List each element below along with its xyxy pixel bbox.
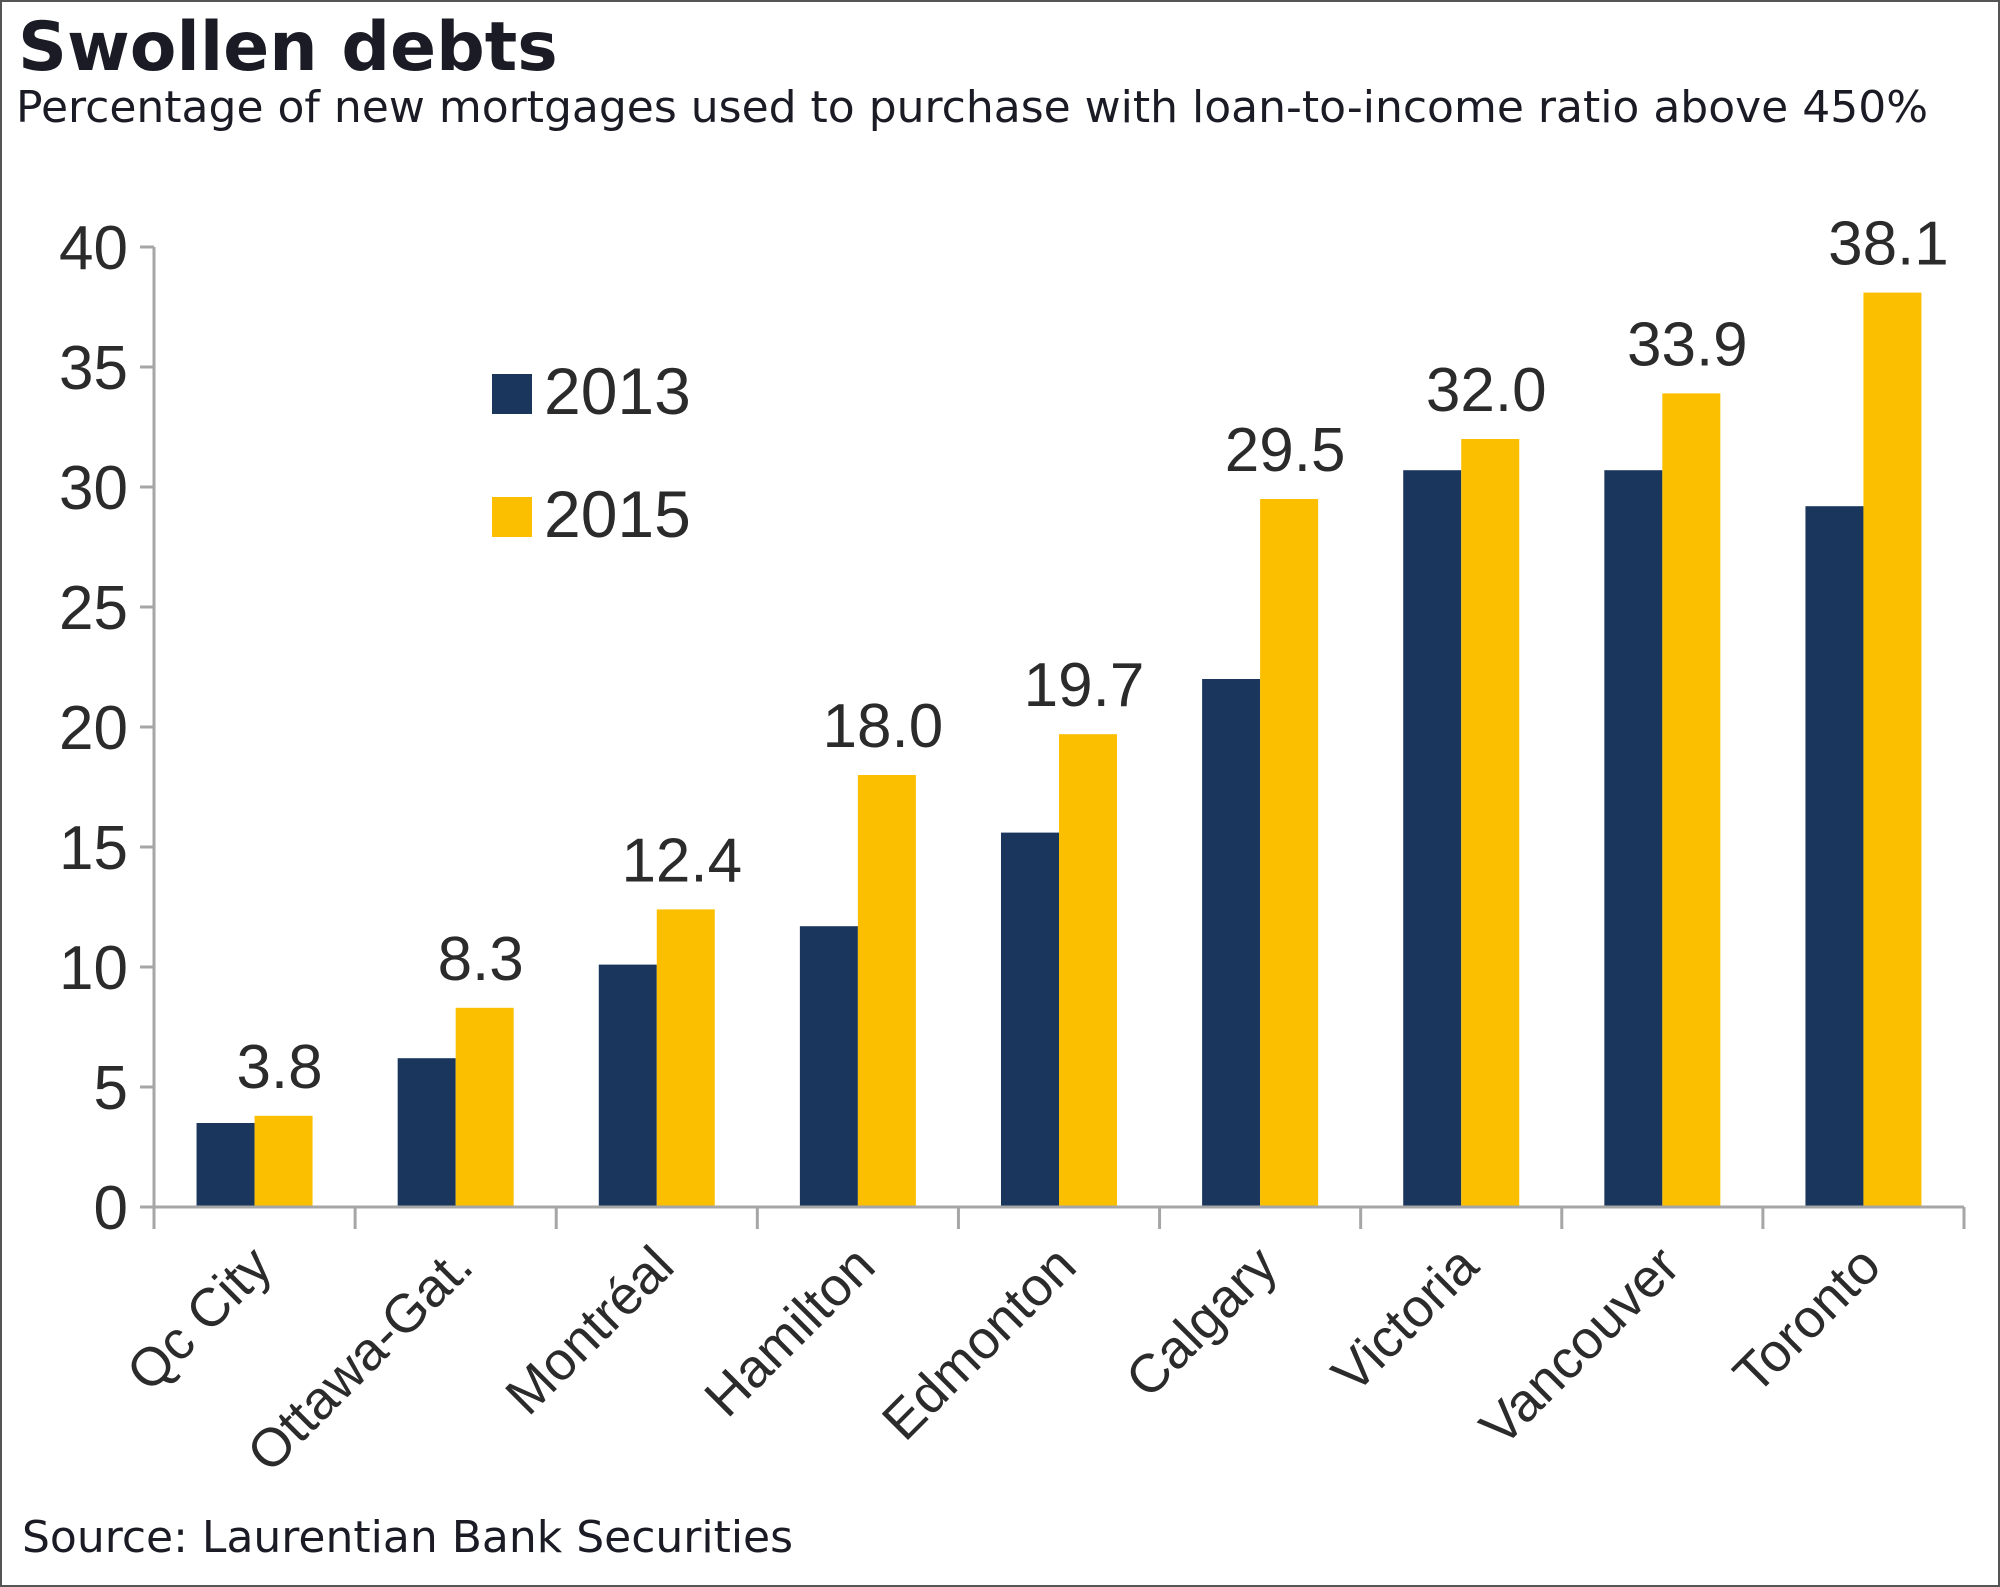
y-tick-label: 40 xyxy=(59,214,128,283)
bar-2013 xyxy=(1805,506,1864,1207)
bars-group xyxy=(196,292,1922,1208)
data-label: 8.3 xyxy=(438,925,524,994)
bar-2015 xyxy=(1461,439,1520,1207)
data-label: 29.5 xyxy=(1225,416,1346,485)
bar-2013 xyxy=(196,1123,255,1207)
bar-2013 xyxy=(598,964,657,1207)
chart-title: Swollen debts xyxy=(18,8,558,87)
bar-2013 xyxy=(1403,470,1462,1207)
bar-2013 xyxy=(1001,832,1059,1207)
y-tick-label: 35 xyxy=(59,334,128,403)
source-note: Source: Laurentian Bank Securities xyxy=(22,1512,794,1563)
data-label: 38.1 xyxy=(1828,210,1949,279)
bar-2013 xyxy=(799,926,858,1207)
data-label: 18.0 xyxy=(823,692,944,761)
legend-swatch-2015 xyxy=(492,497,532,537)
data-label: 33.9 xyxy=(1627,310,1748,379)
legend-label-2015: 2015 xyxy=(544,477,691,551)
bar-2015 xyxy=(656,909,715,1207)
legend-label-2013: 2013 xyxy=(544,354,691,428)
bar-2015 xyxy=(1662,393,1721,1207)
bar-2015 xyxy=(1260,499,1319,1207)
category-label: Edmonton xyxy=(871,1235,1087,1451)
bar-2015 xyxy=(857,775,916,1207)
y-tick-label: 15 xyxy=(59,814,128,883)
y-tick-label: 10 xyxy=(59,934,128,1003)
category-label: Montréal xyxy=(494,1235,685,1426)
y-tick-label: 25 xyxy=(59,574,128,643)
category-label: Vancouver xyxy=(1469,1235,1691,1457)
bar-2013 xyxy=(397,1058,456,1207)
y-tick-label: 5 xyxy=(94,1054,128,1123)
y-tick-label: 0 xyxy=(94,1174,128,1243)
y-tick-label: 30 xyxy=(59,454,128,523)
data-label: 3.8 xyxy=(236,1033,322,1102)
legend: 2013 2015 xyxy=(492,354,691,551)
legend-swatch-2013 xyxy=(492,374,532,414)
category-label: Hamilton xyxy=(693,1235,886,1428)
chart-subtitle: Percentage of new mortgages used to purc… xyxy=(16,82,1929,133)
category-label: Victoria xyxy=(1321,1234,1491,1404)
category-label: Calgary xyxy=(1115,1235,1289,1409)
bar-2013 xyxy=(1202,679,1261,1207)
bar-2015 xyxy=(1863,292,1922,1208)
bar-2015 xyxy=(254,1115,313,1207)
category-label: Toronto xyxy=(1722,1235,1892,1405)
bar-2013 xyxy=(1604,470,1663,1207)
data-label: 32.0 xyxy=(1426,356,1547,425)
axes-group: 0 5 10 15 20 25 30 35 40 xyxy=(59,214,1966,1243)
category-label: Qc City xyxy=(115,1235,283,1403)
bar-2015 xyxy=(455,1007,514,1207)
bar-2015 xyxy=(1059,734,1117,1207)
data-label: 19.7 xyxy=(1024,651,1145,720)
data-label: 12.4 xyxy=(621,826,742,895)
y-tick-label: 20 xyxy=(59,694,128,763)
